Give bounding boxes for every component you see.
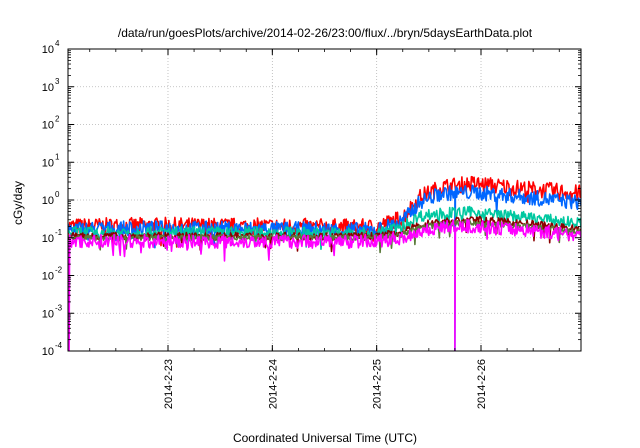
y-tick-exponent: 0 (55, 190, 60, 199)
series-layer (68, 175, 581, 351)
y-tick-exponent: 1 (55, 152, 60, 161)
y-tick-label: 10 (42, 308, 54, 320)
y-tick-exponent: 2 (55, 115, 60, 124)
y-tick-exponent: 3 (55, 77, 60, 86)
y-tick-exponent: -4 (55, 341, 63, 350)
y-tick-exponent: -3 (55, 303, 63, 312)
grid-lines (68, 49, 581, 351)
y-tick-label: 10 (42, 271, 54, 283)
y-tick-label: 10 (42, 157, 54, 169)
x-tick-label: 2014-2-26 (476, 359, 488, 409)
y-tick-exponent: 4 (55, 39, 60, 48)
x-tick-label: 2014-2-23 (163, 359, 175, 409)
axes (67, 48, 582, 352)
chart-title: /data/run/goesPlots/archive/2014-02-26/2… (118, 26, 533, 40)
series-line-6 (68, 219, 581, 351)
y-tick-exponent: -2 (55, 266, 63, 275)
y-tick-exponent: -1 (55, 228, 63, 237)
y-tick-label: 10 (42, 346, 54, 358)
x-tick-label: 2014-2-25 (372, 359, 384, 409)
y-tick-label: 10 (42, 120, 54, 132)
y-tick-label: 10 (42, 82, 54, 94)
y-tick-label: 10 (42, 233, 54, 245)
x-axis-label: Coordinated Universal Time (UTC) (233, 431, 417, 445)
plot-frame (67, 48, 582, 352)
y-tick-label: 10 (42, 44, 54, 56)
x-tick-labels: 2014-2-23 2014-2-24 2014-2-25 2014-2-26 (163, 359, 488, 409)
y-axis-label: cGy/day (11, 181, 25, 225)
y-tick-label: 10 (42, 195, 54, 207)
x-tick-label: 2014-2-24 (267, 359, 279, 409)
